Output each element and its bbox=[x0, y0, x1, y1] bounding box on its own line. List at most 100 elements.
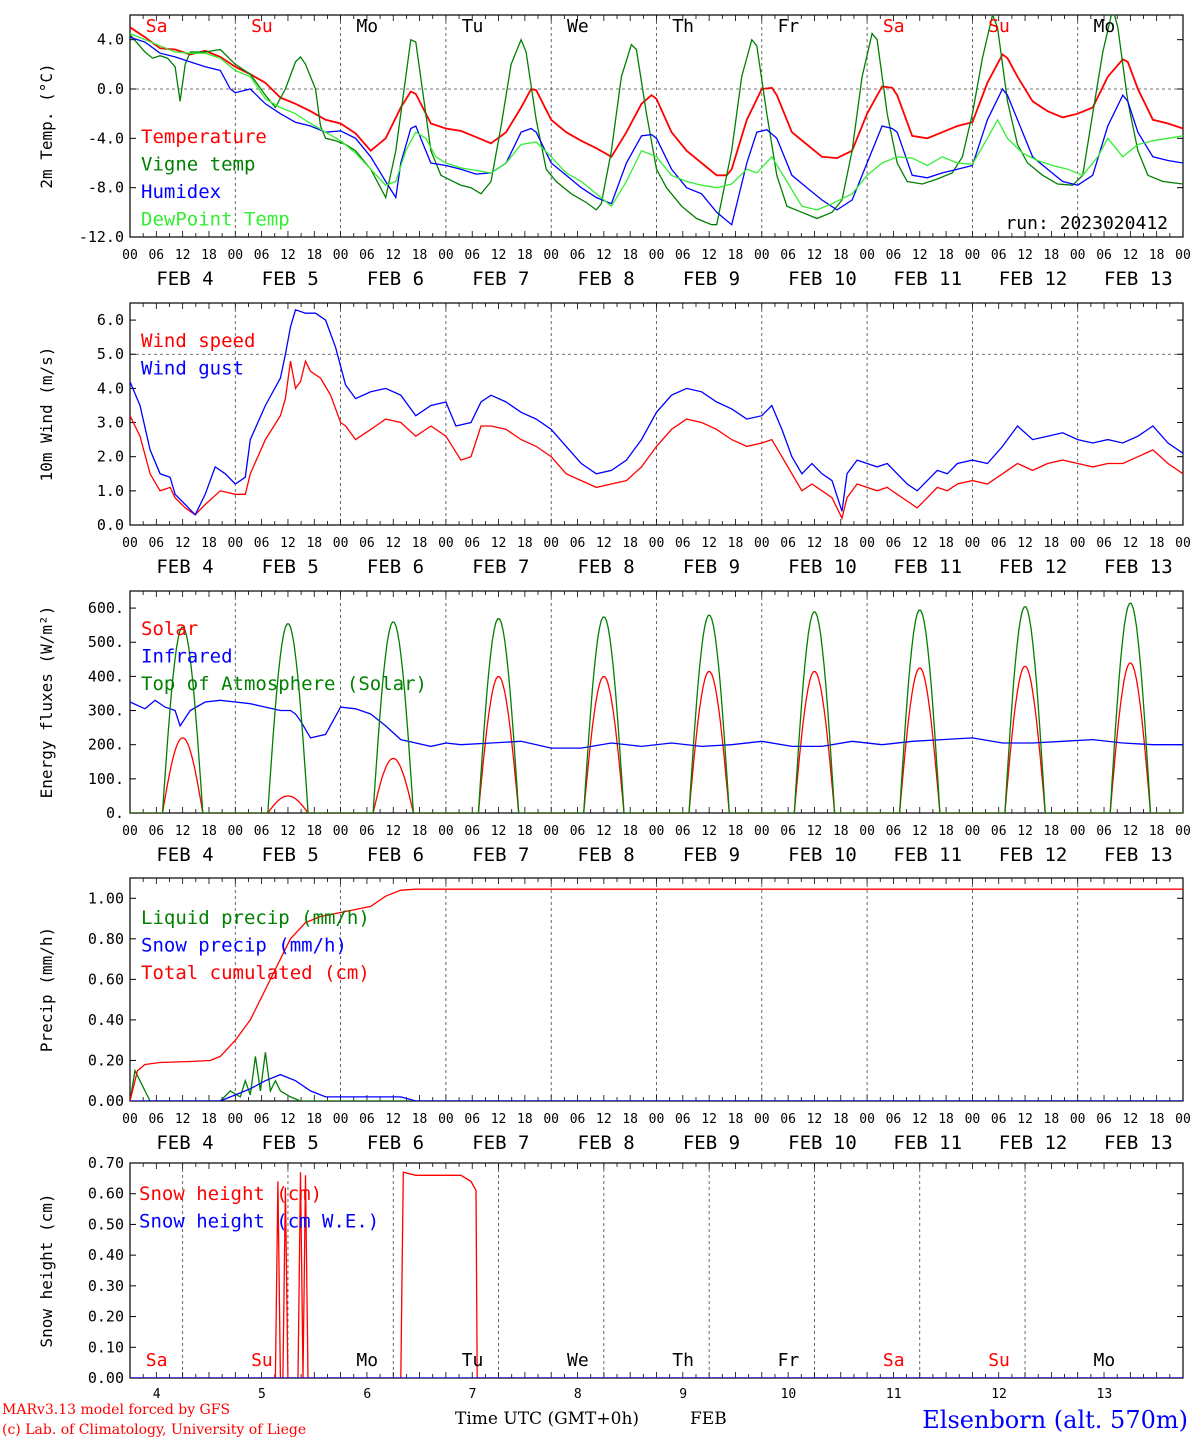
hour-tick-label: 18 bbox=[728, 824, 744, 839]
series-line-3 bbox=[130, 602, 1183, 813]
date-label: FEB 6 bbox=[367, 556, 424, 578]
hour-tick-label: 12 bbox=[1123, 1112, 1139, 1127]
hour-tick-label: 18 bbox=[622, 824, 638, 839]
hour-tick-label: 00 bbox=[754, 824, 770, 839]
hour-tick-label: 00 bbox=[543, 536, 559, 551]
hour-tick-label: 06 bbox=[1096, 536, 1112, 551]
hour-tick-label: 06 bbox=[464, 536, 480, 551]
hour-tick-label: 00 bbox=[649, 1112, 665, 1127]
series-line-4 bbox=[130, 32, 1183, 211]
date-label: FEB 8 bbox=[578, 268, 635, 290]
hour-tick-label: 00 bbox=[438, 536, 454, 551]
y-tick-label: 0.80 bbox=[88, 930, 124, 948]
legend-entry: Liquid precip (mm/h) bbox=[141, 907, 370, 929]
hour-tick-label: 18 bbox=[938, 536, 954, 551]
y-tick-label: 0.10 bbox=[88, 1338, 124, 1356]
date-label: FEB 6 bbox=[367, 268, 424, 290]
legend-entry: DewPoint Temp bbox=[141, 209, 290, 231]
hour-tick-label: 12 bbox=[280, 824, 296, 839]
hour-tick-label: 12 bbox=[1017, 248, 1033, 263]
legend-entry: Wind gust bbox=[141, 358, 244, 380]
hour-tick-label: 06 bbox=[254, 1112, 270, 1127]
y-tick-label: 4.0 bbox=[97, 31, 124, 49]
date-label: FEB 7 bbox=[472, 268, 529, 290]
hour-tick-label: 06 bbox=[464, 1112, 480, 1127]
y-axis-label: 10m Wind (m/s) bbox=[37, 347, 56, 482]
day-number: 9 bbox=[679, 1387, 687, 1402]
date-label: FEB 12 bbox=[999, 268, 1068, 290]
panel-3: 600. 500. 400. 300. 200. 100. 0. Energy fluxes … bbox=[37, 590, 1191, 866]
hour-tick-label: 12 bbox=[1123, 824, 1139, 839]
date-label: FEB 8 bbox=[578, 1132, 635, 1154]
hour-tick-label: 00 bbox=[754, 248, 770, 263]
hour-tick-label: 12 bbox=[912, 536, 928, 551]
y-tick-label: 0.00 bbox=[88, 1092, 124, 1110]
day-number: 11 bbox=[886, 1387, 902, 1402]
hour-tick-label: 06 bbox=[780, 536, 796, 551]
y-tick-label: -12.0 bbox=[79, 228, 124, 246]
day-name: Sa bbox=[146, 16, 168, 37]
hour-tick-label: 18 bbox=[1149, 1112, 1165, 1127]
series-group bbox=[130, 602, 1183, 813]
hour-tick-label: 06 bbox=[780, 248, 796, 263]
hour-tick-label: 00 bbox=[965, 248, 981, 263]
legend-entry: Temperature bbox=[141, 126, 267, 148]
hour-tick-label: 06 bbox=[886, 824, 902, 839]
y-tick-label: 400. bbox=[88, 667, 124, 685]
hour-tick-label: 18 bbox=[833, 1112, 849, 1127]
hour-tick-label: 18 bbox=[517, 248, 533, 263]
day-name: We bbox=[567, 16, 589, 37]
date-label: FEB 12 bbox=[999, 556, 1068, 578]
hour-tick-label: 18 bbox=[1044, 536, 1060, 551]
day-name: Sa bbox=[883, 1350, 905, 1371]
series-line-3 bbox=[130, 888, 1183, 1101]
hour-tick-label: 00 bbox=[122, 248, 138, 263]
day-name: Fr bbox=[778, 1350, 800, 1371]
series-line-2 bbox=[130, 1073, 1183, 1101]
hour-tick-label: 18 bbox=[1149, 248, 1165, 263]
x-axis-month: FEB bbox=[690, 1409, 727, 1429]
hour-tick-label: 18 bbox=[728, 1112, 744, 1127]
hour-tick-label: 00 bbox=[1070, 536, 1086, 551]
legend-entry: Humidex bbox=[141, 181, 221, 203]
day-number: 6 bbox=[363, 1387, 371, 1402]
day-name: Su bbox=[988, 16, 1010, 37]
hour-tick-label: 12 bbox=[385, 248, 401, 263]
legend-entry: Infrared bbox=[141, 646, 233, 668]
day-name: Mo bbox=[356, 16, 378, 37]
date-label: FEB 5 bbox=[262, 844, 319, 866]
hour-tick-label: 12 bbox=[596, 1112, 612, 1127]
y-tick-label: 0.20 bbox=[88, 1051, 124, 1069]
y-tick-label: 2.0 bbox=[97, 448, 124, 466]
y-tick-label: 0.70 bbox=[88, 1154, 124, 1172]
series-group bbox=[130, 15, 1183, 226]
hour-tick-label: 12 bbox=[385, 824, 401, 839]
date-label: FEB 13 bbox=[1104, 556, 1173, 578]
y-tick-label: -8.0 bbox=[88, 179, 124, 197]
hour-tick-label: 06 bbox=[675, 248, 691, 263]
hour-tick-label: 12 bbox=[1017, 1112, 1033, 1127]
hour-tick-label: 12 bbox=[596, 248, 612, 263]
hour-tick-label: 12 bbox=[175, 536, 191, 551]
hour-tick-label: 06 bbox=[359, 536, 375, 551]
hour-tick-label: 18 bbox=[1044, 824, 1060, 839]
date-label: FEB 11 bbox=[893, 556, 962, 578]
date-label: FEB 9 bbox=[683, 844, 740, 866]
hour-tick-label: 06 bbox=[464, 248, 480, 263]
series-line-3 bbox=[130, 36, 1183, 226]
y-tick-label: 0.0 bbox=[97, 80, 124, 98]
hour-tick-label: 18 bbox=[938, 1112, 954, 1127]
hour-tick-label: 00 bbox=[1175, 1112, 1191, 1127]
day-name: Th bbox=[672, 16, 694, 37]
series-line-1 bbox=[130, 26, 1183, 177]
hour-tick-label: 12 bbox=[701, 824, 717, 839]
hour-tick-label: 00 bbox=[754, 536, 770, 551]
date-label: FEB 4 bbox=[156, 844, 213, 866]
series-line-1 bbox=[130, 1052, 1183, 1101]
series-line-2 bbox=[130, 308, 1183, 516]
hour-tick-label: 06 bbox=[780, 824, 796, 839]
hour-tick-label: 06 bbox=[886, 536, 902, 551]
hour-tick-label: 12 bbox=[807, 824, 823, 839]
hour-tick-label: 00 bbox=[1175, 536, 1191, 551]
hour-tick-label: 06 bbox=[359, 1112, 375, 1127]
